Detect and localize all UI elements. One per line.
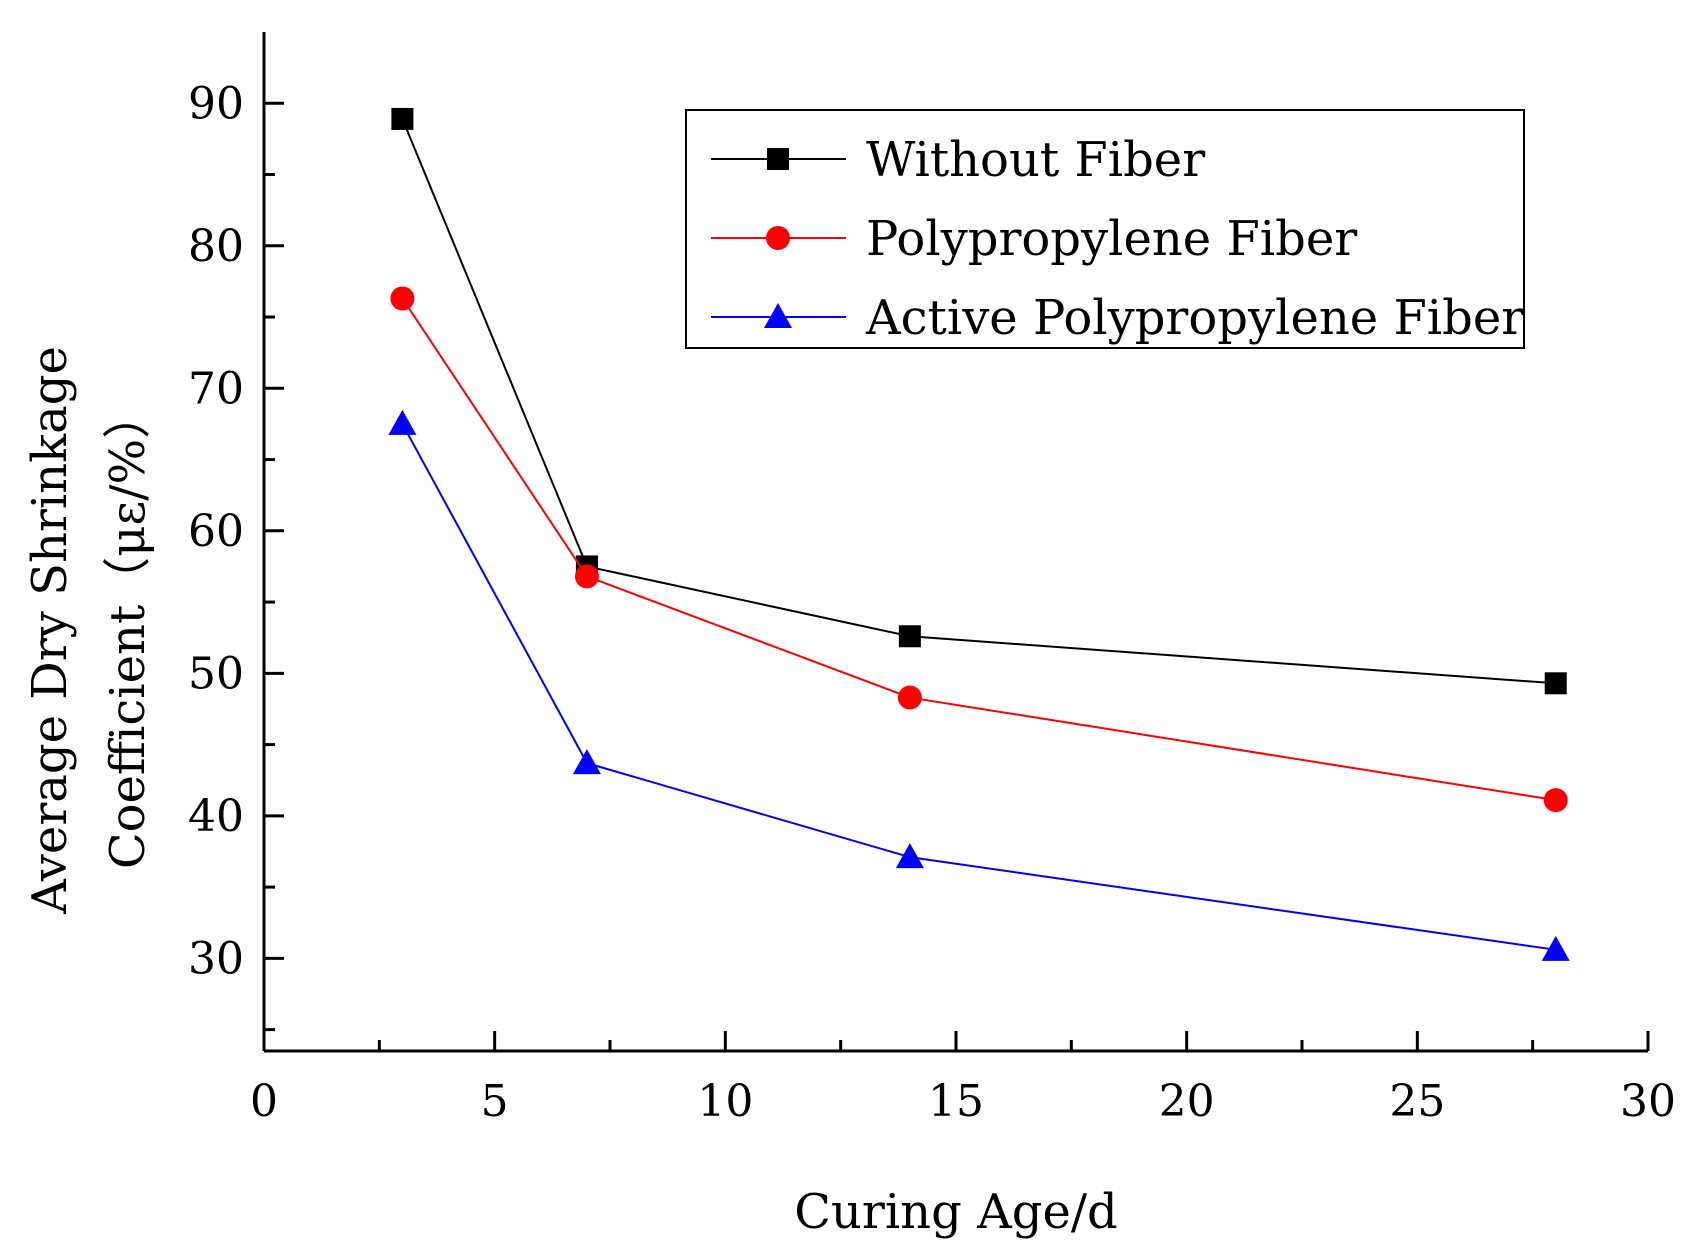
data-point xyxy=(895,843,924,869)
data-point xyxy=(390,286,415,311)
x-tick-label: 20 xyxy=(1159,1076,1215,1127)
legend-label: Without Fiber xyxy=(866,132,1205,188)
series-line xyxy=(401,297,1556,802)
data-point xyxy=(897,685,922,710)
x-tick-label: 15 xyxy=(928,1076,984,1127)
series-1 xyxy=(391,107,1567,695)
x-tick-label: 10 xyxy=(697,1076,753,1127)
data-point xyxy=(391,107,414,130)
x-tick-label: 0 xyxy=(250,1076,278,1127)
data-point xyxy=(1543,788,1568,813)
y-axis-title-line2: Coefficient（με/%） xyxy=(100,391,156,869)
y-tick-label: 80 xyxy=(188,221,244,272)
data-point xyxy=(898,625,921,648)
data-point xyxy=(1541,935,1570,961)
series-3 xyxy=(388,409,1570,961)
series-line xyxy=(401,423,1556,951)
legend-entry-2: Polypropylene Fiber xyxy=(711,211,1357,267)
legend-marker xyxy=(767,148,789,170)
legend-marker xyxy=(766,226,790,250)
data-point xyxy=(1544,672,1567,695)
axes: 0 5 10 15 20 25 30 30 40 50 60 70 80 90 xyxy=(188,32,1676,1127)
y-tick-label: 60 xyxy=(188,506,244,557)
series-line xyxy=(401,118,1556,685)
x-tick-label: 25 xyxy=(1389,1076,1445,1127)
legend-label: Active Polypropylene Fiber xyxy=(865,290,1524,346)
data-point xyxy=(388,409,417,435)
legend-entry-1: Without Fiber xyxy=(711,132,1205,188)
data-point xyxy=(572,749,601,775)
legend-label: Polypropylene Fiber xyxy=(866,211,1357,267)
y-axis-title-line1: Average Dry Shrinkage xyxy=(22,346,78,915)
x-axis-title: Curing Age/d xyxy=(794,1184,1118,1240)
legend-marker xyxy=(764,303,792,328)
x-tick-label: 30 xyxy=(1620,1076,1676,1127)
legend-entry-3: Active Polypropylene Fiber xyxy=(711,290,1524,346)
series-layer xyxy=(388,107,1570,961)
data-point xyxy=(574,564,599,589)
y-tick-label: 30 xyxy=(188,933,244,984)
series-2 xyxy=(390,286,1568,813)
y-tick-label: 90 xyxy=(188,78,244,129)
y-tick-label: 50 xyxy=(188,648,244,699)
legend-box xyxy=(685,109,1525,349)
x-tick-label: 5 xyxy=(481,1076,509,1127)
legend: Without Fiber Polypropylene Fiber Active P… xyxy=(685,109,1525,349)
y-tick-label: 40 xyxy=(188,791,244,842)
y-tick-label: 70 xyxy=(188,363,244,414)
